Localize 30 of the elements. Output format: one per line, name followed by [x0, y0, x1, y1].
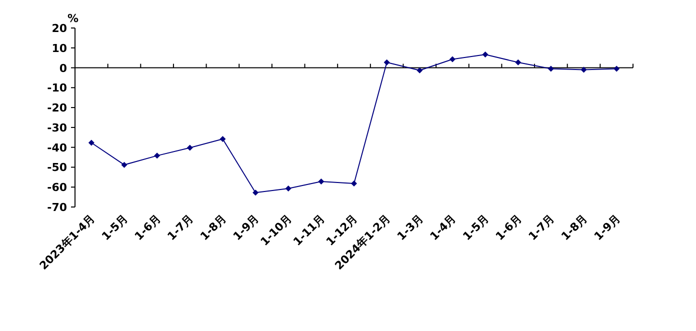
x-tick-label: 1-9月	[230, 212, 262, 243]
point	[154, 152, 160, 159]
x-tick-label: 1-7月	[164, 212, 196, 243]
x-tick-label: 1-6月	[493, 212, 524, 243]
point	[482, 51, 488, 58]
x-tick-label: 1-3月	[394, 212, 426, 243]
point	[186, 144, 193, 151]
point	[515, 59, 522, 66]
x-tick-label: 1-7月	[526, 212, 558, 243]
point	[384, 59, 390, 66]
point	[220, 136, 226, 142]
x-tick-label: 1-6月	[132, 212, 164, 243]
x-tick-label: 1-4月	[428, 212, 459, 243]
point	[252, 190, 259, 196]
point	[285, 186, 292, 192]
point	[88, 140, 94, 146]
point	[351, 180, 357, 187]
x-tick-label: 1-8月	[558, 212, 590, 243]
x-tick-label: 1-5月	[460, 212, 492, 243]
point	[580, 66, 587, 73]
point	[318, 178, 324, 185]
point	[548, 66, 554, 72]
x-tick-label: 1-8月	[198, 212, 229, 243]
x-tick-label: 1-5月	[99, 212, 130, 243]
point	[416, 67, 423, 74]
point	[121, 162, 128, 168]
point	[449, 56, 456, 62]
x-tick-label: 1-9月	[592, 212, 623, 243]
point	[614, 66, 620, 72]
y-axis-title: %	[67, 12, 79, 25]
